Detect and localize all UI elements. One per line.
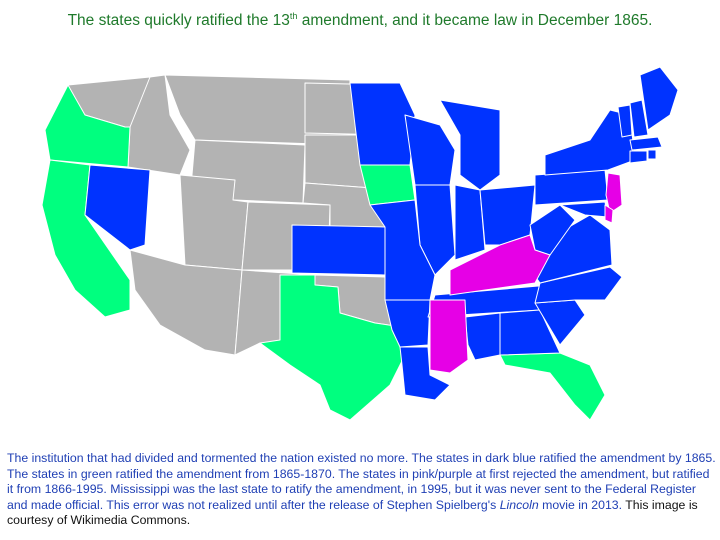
caption-movie-title: Lincoln <box>499 497 539 512</box>
state-arkansas <box>384 299 431 348</box>
us-map-svg <box>41 66 679 421</box>
us-ratification-map <box>30 55 690 435</box>
state-west-virginia <box>529 204 576 256</box>
state-minnesota <box>349 82 416 166</box>
image-credit: This image is courtesy of Wikimedia Comm… <box>7 497 698 528</box>
caption-text-end: movie in 2013. <box>538 497 623 512</box>
state-new-york <box>544 109 636 176</box>
state-nevada <box>84 164 151 251</box>
state-new-hampshire <box>629 99 649 138</box>
state-georgia <box>499 309 561 356</box>
state-connecticut <box>629 150 648 164</box>
state-delaware <box>604 204 614 224</box>
state-massachusetts <box>629 136 663 151</box>
state-new-jersey <box>605 172 623 214</box>
caption-text: The institution that had divided and tor… <box>7 451 716 512</box>
state-north-carolina <box>534 266 623 304</box>
title-superscript: th <box>289 10 298 21</box>
state-rhode-island <box>647 149 657 160</box>
state-texas <box>259 274 406 421</box>
state-maine <box>639 66 679 131</box>
state-florida <box>499 352 606 421</box>
state-mississippi <box>429 299 469 374</box>
state-montana <box>164 74 351 146</box>
state-vermont <box>617 104 633 138</box>
state-kentucky <box>449 234 551 296</box>
state-oregon <box>44 84 131 168</box>
state-alabama <box>464 312 501 361</box>
title-text-after: amendment, and it became law in December… <box>297 12 653 29</box>
state-arizona <box>129 249 243 356</box>
map-caption: The institution that had divided and tor… <box>7 451 717 529</box>
state-iowa <box>359 164 416 206</box>
state-indiana <box>454 184 486 261</box>
state-wisconsin <box>404 114 456 186</box>
page-title: The states quickly ratified the 13th ame… <box>0 10 720 30</box>
state-missouri <box>369 199 436 301</box>
state-louisiana <box>399 346 451 401</box>
state-kansas <box>291 224 386 276</box>
title-text-before: The states quickly ratified the 13 <box>67 12 290 29</box>
